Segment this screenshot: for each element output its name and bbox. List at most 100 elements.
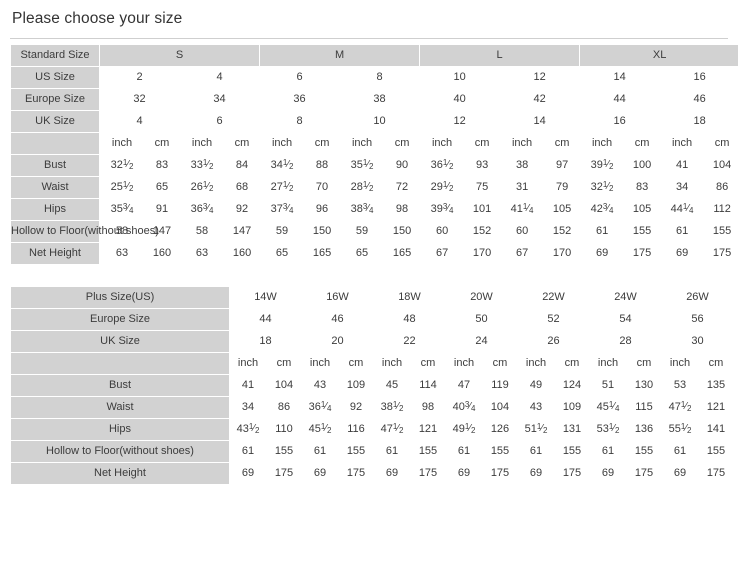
plus-size-value: 18W — [374, 287, 445, 308]
table-row: Hips 353⁄4 91 363⁄4 92 373⁄4 96 383⁄4 98 393⁄4 101… — [11, 199, 738, 220]
measure-inch-value: 491⁄2 — [446, 419, 482, 440]
measure-cm-value: 119 — [483, 375, 517, 396]
measure-inch-value: 61 — [446, 441, 482, 462]
measure-inch-value: 67 — [500, 243, 545, 264]
measure-inch-value: 65 — [340, 243, 385, 264]
measure-cm-value: 72 — [385, 177, 420, 198]
row-label-bust: Bust — [11, 155, 99, 176]
unit-header-inch: inch — [590, 353, 626, 374]
table-spacer — [10, 265, 728, 286]
measure-inch-value: 391⁄2 — [580, 155, 625, 176]
fraction: 1⁄4 — [320, 400, 332, 413]
unit-header-inch: inch — [260, 133, 305, 154]
measure-cm-value: 152 — [545, 221, 580, 242]
row-label-hips: Hips — [11, 199, 99, 220]
unit-header-inch: inch — [662, 353, 698, 374]
measure-inch-value: 43 — [518, 397, 554, 418]
measure-cm-value: 83 — [145, 155, 179, 176]
measure-cm-value: 88 — [305, 155, 340, 176]
measure-inch-value: 423⁄4 — [580, 199, 625, 220]
table-row: UK Size 18 20 22 24 26 28 30 — [11, 331, 733, 352]
measure-cm-value: 79 — [545, 177, 580, 198]
measure-inch-value: 393⁄4 — [420, 199, 465, 220]
measure-inch-value: 41 — [660, 155, 705, 176]
measure-inch-value: 69 — [302, 463, 338, 484]
row-label-standard-size: Standard Size — [11, 45, 99, 66]
fraction: 1⁄2 — [248, 422, 260, 435]
measure-inch-value: 53 — [662, 375, 698, 396]
measure-cm-value: 155 — [699, 441, 733, 462]
measure-inch-value: 65 — [260, 243, 305, 264]
uk-size-value: 14 — [500, 111, 580, 132]
fraction: 3⁄4 — [442, 202, 454, 215]
row-label-europe-size: Europe Size — [11, 309, 229, 330]
measure-cm-value: 175 — [267, 463, 301, 484]
measure-inch-value: 69 — [518, 463, 554, 484]
unit-header-cm: cm — [305, 133, 340, 154]
measure-cm-value: 96 — [305, 199, 340, 220]
measure-inch-value: 373⁄4 — [260, 199, 305, 220]
measure-inch-value: 61 — [660, 221, 705, 242]
table-row: Europe Size 32 34 36 38 40 42 44 46 — [11, 89, 738, 110]
measure-inch-value: 59 — [340, 221, 385, 242]
standard-size-chart: Standard Size S M L XL US Size 2 4 6 8 10 12 14 16 Eur… — [10, 44, 738, 265]
measure-cm-value: 160 — [145, 243, 179, 264]
unit-header-cm: cm — [465, 133, 500, 154]
fraction: 1⁄2 — [122, 180, 134, 193]
measure-cm-value: 90 — [385, 155, 420, 176]
row-label-units-blank — [11, 133, 99, 154]
fraction: 1⁄2 — [536, 422, 548, 435]
europe-size-value: 48 — [374, 309, 445, 330]
plus-size-value: 22W — [518, 287, 589, 308]
unit-header-cm: cm — [705, 133, 738, 154]
measure-inch-value: 41 — [230, 375, 266, 396]
measure-cm-value: 155 — [625, 221, 660, 242]
uk-size-value: 6 — [180, 111, 260, 132]
unit-header-inch: inch — [500, 133, 545, 154]
measure-cm-value: 86 — [267, 397, 301, 418]
unit-header-inch: inch — [230, 353, 266, 374]
table-row: UK Size 4 6 8 10 12 14 16 18 — [11, 111, 738, 132]
unit-header-cm: cm — [385, 133, 420, 154]
unit-header-cm: cm — [339, 353, 373, 374]
measure-cm-value: 160 — [225, 243, 260, 264]
standard-size-S: S — [100, 45, 260, 66]
measure-inch-value: 60 — [500, 221, 545, 242]
measure-inch-value: 61 — [302, 441, 338, 462]
table-row: Net Height 63 160 63 160 65 165 65 165 67 170 67 170… — [11, 243, 738, 264]
measure-inch-value: 47 — [446, 375, 482, 396]
fraction: 1⁄2 — [202, 158, 214, 171]
measure-inch-value: 281⁄2 — [340, 177, 385, 198]
us-size-value: 4 — [180, 67, 260, 88]
standard-size-L: L — [420, 45, 580, 66]
measure-cm-value: 170 — [545, 243, 580, 264]
measure-cm-value: 170 — [465, 243, 500, 264]
measure-cm-value: 130 — [627, 375, 661, 396]
measure-cm-value: 124 — [555, 375, 589, 396]
measure-cm-value: 93 — [465, 155, 500, 176]
row-label-europe-size: Europe Size — [11, 89, 99, 110]
measure-inch-value: 69 — [446, 463, 482, 484]
measure-cm-value: 98 — [385, 199, 420, 220]
row-label-uk-size: UK Size — [11, 331, 229, 352]
measure-cm-value: 104 — [483, 397, 517, 418]
measure-cm-value: 175 — [699, 463, 733, 484]
fraction: 1⁄4 — [522, 202, 534, 215]
unit-header-inch: inch — [420, 133, 465, 154]
measure-cm-value: 104 — [267, 375, 301, 396]
row-label-waist: Waist — [11, 397, 229, 418]
measure-cm-value: 109 — [339, 375, 373, 396]
fraction: 1⁄2 — [282, 158, 294, 171]
measure-inch-value: 69 — [580, 243, 625, 264]
fraction: 1⁄2 — [122, 158, 134, 171]
measure-inch-value: 61 — [590, 441, 626, 462]
uk-size-value: 8 — [260, 111, 340, 132]
row-label-net-height: Net Height — [11, 463, 229, 484]
uk-size-value: 12 — [420, 111, 500, 132]
measure-inch-value: 63 — [100, 243, 144, 264]
unit-header-cm: cm — [625, 133, 660, 154]
fraction: 1⁄2 — [680, 422, 692, 435]
unit-header-inch: inch — [580, 133, 625, 154]
measure-cm-value: 70 — [305, 177, 340, 198]
measure-cm-value: 152 — [465, 221, 500, 242]
